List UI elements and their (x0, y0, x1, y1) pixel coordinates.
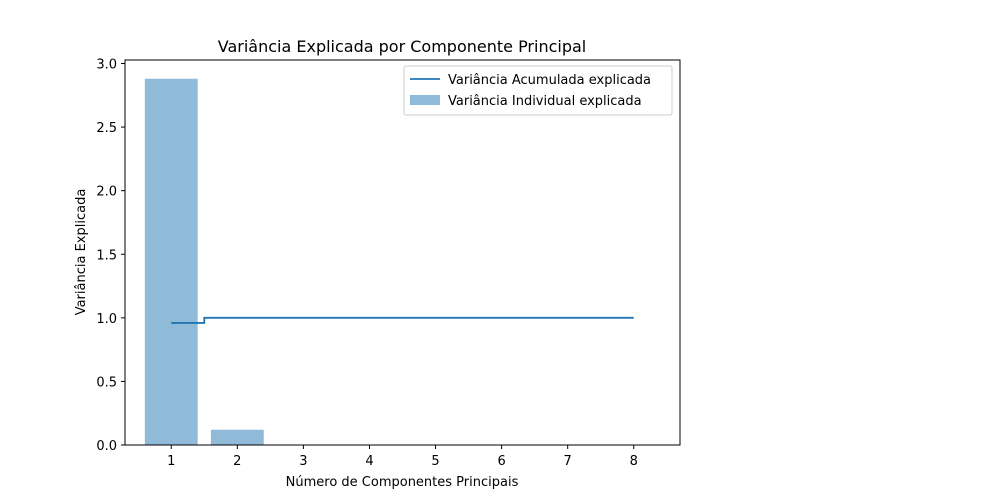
legend-bar-swatch (410, 95, 440, 105)
y-tick-label-3: 1.5 (96, 248, 117, 263)
y-tick-label-6: 3.0 (96, 58, 117, 73)
legend-label-cumulative: Variância Acumulada explicada (448, 73, 651, 88)
y-tick-label-5: 2.5 (96, 121, 117, 136)
x-tick-label-3: 3 (299, 454, 307, 469)
bar-individual-1 (144, 78, 198, 445)
x-tick-label-8: 8 (630, 454, 638, 469)
plot-area (144, 78, 634, 445)
line-cumulative (171, 316, 634, 324)
legend: Variância Acumulada explicada Variância … (403, 65, 673, 116)
x-axis-label: Número de Componentes Principais (286, 475, 519, 490)
x-tick-label-7: 7 (564, 454, 572, 469)
x-tick-label-2: 2 (233, 454, 241, 469)
legend-label-individual: Variância Individual explicada (448, 94, 642, 109)
y-axis-ticks: 0.0 0.5 1.0 1.5 2.0 2.5 3.0 (96, 58, 125, 454)
x-tick-label-6: 6 (497, 454, 505, 469)
y-tick-label-1: 0.5 (96, 375, 117, 390)
x-tick-label-1: 1 (167, 454, 175, 469)
x-tick-label-4: 4 (365, 454, 373, 469)
y-tick-label-4: 2.0 (96, 185, 117, 200)
y-tick-label-0: 0.0 (96, 439, 117, 454)
y-tick-label-2: 1.0 (96, 312, 117, 327)
x-axis-ticks: 1 2 3 4 5 6 7 8 (167, 445, 638, 469)
x-tick-label-5: 5 (431, 454, 439, 469)
bar-individual-2 (210, 429, 264, 445)
legend-frame (403, 65, 673, 116)
y-axis-label: Variância Explicada (74, 189, 89, 316)
chart-title: Variância Explicada por Componente Princ… (218, 37, 587, 56)
axes-frame (124, 59, 681, 446)
